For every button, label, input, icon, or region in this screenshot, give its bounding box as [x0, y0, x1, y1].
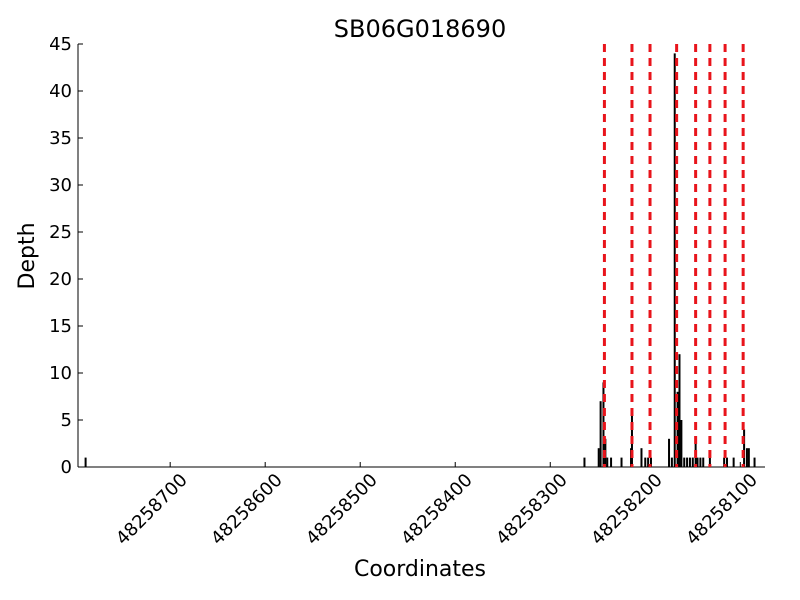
bar — [725, 457, 728, 467]
bar — [708, 457, 711, 467]
bar — [691, 457, 694, 467]
bar — [745, 448, 748, 467]
x-tick-label: 48258100 — [682, 470, 762, 550]
bar — [680, 420, 683, 467]
x-tick-label: 48258300 — [492, 470, 572, 550]
y-tick-label: 30 — [49, 175, 72, 196]
x-tick-label: 48258600 — [207, 470, 287, 550]
bar — [606, 457, 609, 467]
y-tick-label: 35 — [49, 128, 72, 149]
bar — [743, 429, 746, 467]
bar — [670, 457, 673, 467]
bar — [668, 438, 671, 467]
y-axis-label: Depth — [15, 222, 40, 289]
y-tick-label: 15 — [49, 316, 72, 337]
chart-title: SB06G018690 — [334, 15, 506, 43]
y-tick-label: 20 — [49, 269, 72, 290]
bar — [683, 457, 686, 467]
bar — [640, 448, 643, 467]
bar — [620, 457, 623, 467]
y-tick-label: 40 — [49, 81, 72, 102]
bar — [649, 457, 652, 467]
bar — [688, 457, 691, 467]
bar — [673, 53, 676, 468]
bar — [723, 457, 726, 467]
bar — [610, 457, 613, 467]
bar — [702, 457, 705, 467]
y-tick-label: 10 — [49, 363, 72, 384]
y-tick-label: 45 — [49, 34, 72, 55]
bar — [696, 457, 699, 467]
x-axis-label: Coordinates — [354, 557, 486, 582]
x-tick-label: 48258500 — [302, 470, 382, 550]
bar — [732, 457, 735, 467]
bar — [644, 457, 647, 467]
bar — [699, 457, 702, 467]
bar — [678, 354, 681, 467]
y-tick-label: 0 — [61, 457, 72, 478]
x-tick-label: 48258200 — [587, 470, 667, 550]
bar — [747, 448, 750, 467]
x-tick-label: 48258700 — [112, 470, 192, 550]
bar — [597, 448, 600, 467]
bar — [753, 457, 756, 467]
bar — [647, 457, 650, 467]
bar — [686, 457, 689, 467]
bar — [599, 401, 602, 467]
bar — [84, 457, 87, 467]
y-tick-label: 25 — [49, 222, 72, 243]
bar — [583, 457, 586, 467]
x-tick-label: 48258400 — [397, 470, 477, 550]
y-tick-label: 5 — [61, 410, 72, 431]
